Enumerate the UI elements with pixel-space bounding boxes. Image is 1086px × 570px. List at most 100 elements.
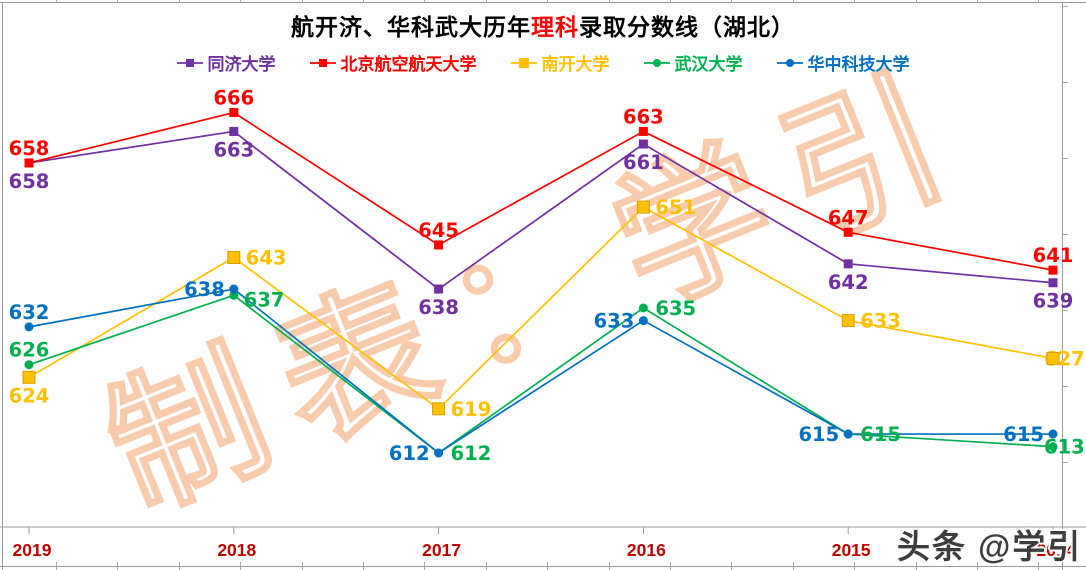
marker-北京航空航天大学 bbox=[1048, 265, 1058, 275]
data-label-南开大学: 633 bbox=[860, 310, 901, 333]
x-axis-label: 2015 bbox=[832, 540, 871, 560]
data-label-武汉大学: 626 bbox=[9, 339, 50, 362]
marker-南开大学 bbox=[227, 251, 241, 265]
border-tick bbox=[485, 562, 487, 570]
border-tick bbox=[301, 562, 303, 570]
legend-label: 南开大学 bbox=[541, 55, 610, 74]
legend-item-北京航空航天大学: 北京航空航天大学 bbox=[309, 50, 477, 75]
legend-item-南开大学: 南开大学 bbox=[510, 50, 610, 75]
legend-marker-icon bbox=[176, 58, 203, 67]
marker-南开大学 bbox=[22, 370, 36, 384]
border-tick bbox=[1062, 6, 1068, 7]
data-label-同济大学: 642 bbox=[828, 271, 869, 294]
marker-同济大学 bbox=[229, 126, 239, 136]
border-tick bbox=[792, 0, 794, 3]
data-label-武汉大学: 635 bbox=[655, 297, 696, 320]
legend-label: 同济大学 bbox=[207, 55, 276, 74]
marker-北京航空航天大学 bbox=[843, 227, 853, 237]
x-axis-label: 2017 bbox=[422, 540, 461, 560]
border-tick bbox=[1062, 158, 1068, 159]
marker-同济大学 bbox=[434, 284, 444, 294]
border-tick bbox=[1062, 234, 1068, 235]
border-tick bbox=[977, 562, 978, 570]
data-label-华中科技大学: 632 bbox=[9, 301, 50, 324]
data-label-同济大学: 661 bbox=[623, 151, 664, 174]
series-line-武汉大学 bbox=[28, 294, 1054, 454]
border-tick bbox=[854, 562, 856, 570]
marker-同济大学 bbox=[1048, 278, 1058, 288]
border-tick bbox=[424, 562, 426, 570]
border-tick bbox=[363, 562, 364, 570]
data-label-北京航空航天大学: 641 bbox=[1033, 244, 1074, 267]
data-label-同济大学: 638 bbox=[418, 296, 459, 319]
border-tick bbox=[56, 562, 57, 570]
border-tick bbox=[240, 562, 242, 570]
data-label-同济大学: 639 bbox=[1033, 290, 1074, 313]
legend-label: 华中科技大学 bbox=[807, 55, 910, 74]
marker-同济大学 bbox=[843, 259, 853, 269]
data-label-南开大学: 619 bbox=[451, 398, 492, 421]
x-axis-label: 2016 bbox=[627, 540, 666, 560]
border-tick bbox=[1038, 0, 1040, 3]
marker-北京航空航天大学 bbox=[434, 240, 444, 250]
marker-华中科技大学 bbox=[1048, 429, 1058, 439]
series-line-南开大学 bbox=[28, 206, 1054, 410]
series-line-北京航空航天大学 bbox=[28, 111, 1054, 271]
data-label-北京航空航天大学: 645 bbox=[418, 219, 459, 242]
chart-title: 航开济、华科武大历年理科录取分数线（湖北） bbox=[0, 8, 1086, 42]
data-label-同济大学: 658 bbox=[9, 170, 50, 193]
right-border-line bbox=[1062, 2, 1063, 570]
border-tick bbox=[792, 562, 794, 570]
marker-南开大学 bbox=[636, 200, 650, 214]
x-axis-label: 2014 bbox=[1037, 540, 1076, 560]
border-tick bbox=[547, 0, 549, 3]
watermark-badge: 头条 @学引 bbox=[897, 528, 1083, 565]
border-tick bbox=[608, 0, 610, 3]
border-tick bbox=[240, 0, 242, 3]
legend-marker-icon bbox=[510, 57, 537, 68]
legend-label: 武汉大学 bbox=[674, 55, 743, 74]
marker-华中科技大学 bbox=[434, 448, 444, 458]
marker-华中科技大学 bbox=[843, 429, 853, 439]
title-highlight: 理科 bbox=[531, 14, 579, 40]
data-label-武汉大学: 615 bbox=[860, 423, 901, 446]
legend-marker-icon bbox=[309, 58, 336, 67]
border-tick bbox=[608, 562, 610, 570]
border-tick bbox=[178, 562, 180, 570]
marker-华中科技大学 bbox=[229, 284, 239, 294]
border-tick bbox=[731, 0, 733, 3]
marker-南开大学 bbox=[841, 314, 855, 328]
legend-marker-icon bbox=[643, 58, 670, 67]
left-border-line bbox=[2, 2, 3, 570]
data-label-华中科技大学: 638 bbox=[184, 278, 225, 301]
data-label-北京航空航天大学: 658 bbox=[9, 137, 50, 160]
data-label-华中科技大学: 633 bbox=[594, 310, 635, 333]
border-tick bbox=[731, 562, 733, 570]
border-tick bbox=[977, 0, 978, 3]
border-tick bbox=[915, 0, 917, 3]
border-tick bbox=[854, 0, 856, 3]
border-tick bbox=[670, 0, 671, 3]
border-tick bbox=[1062, 82, 1068, 83]
data-label-北京航空航天大学: 647 bbox=[828, 206, 869, 229]
marker-南开大学 bbox=[432, 402, 446, 416]
legend-item-武汉大学: 武汉大学 bbox=[643, 50, 743, 75]
marker-武汉大学 bbox=[24, 360, 34, 370]
border-tick bbox=[1062, 310, 1068, 311]
title-text-left: 航开济、华科武大历年 bbox=[291, 14, 531, 40]
title-text-right: 录取分数线（湖北） bbox=[579, 14, 795, 40]
border-tick bbox=[1062, 538, 1068, 539]
border-tick bbox=[363, 0, 364, 3]
marker-华中科技大学 bbox=[638, 316, 648, 326]
data-label-武汉大学: 637 bbox=[244, 288, 285, 311]
border-tick bbox=[1062, 386, 1068, 387]
border-tick bbox=[915, 562, 917, 570]
data-label-武汉大学: 613 bbox=[1044, 436, 1085, 459]
marker-北京航空航天大学 bbox=[24, 158, 34, 168]
data-label-北京航空航天大学: 663 bbox=[623, 105, 664, 128]
data-label-南开大学: 651 bbox=[655, 196, 696, 219]
border-tick bbox=[424, 0, 426, 3]
border-tick bbox=[178, 0, 180, 3]
border-tick bbox=[117, 0, 119, 3]
border-tick bbox=[1038, 562, 1040, 570]
